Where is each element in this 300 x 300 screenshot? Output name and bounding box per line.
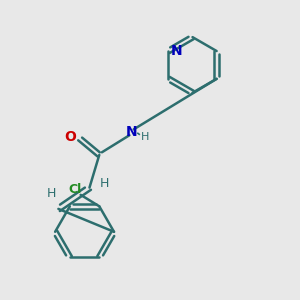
Text: Cl: Cl — [68, 183, 81, 196]
Text: O: O — [64, 130, 76, 144]
Text: H: H — [100, 177, 109, 190]
Text: N: N — [126, 125, 138, 139]
Text: H: H — [46, 187, 56, 200]
Text: H: H — [141, 132, 149, 142]
Text: N: N — [171, 44, 183, 58]
